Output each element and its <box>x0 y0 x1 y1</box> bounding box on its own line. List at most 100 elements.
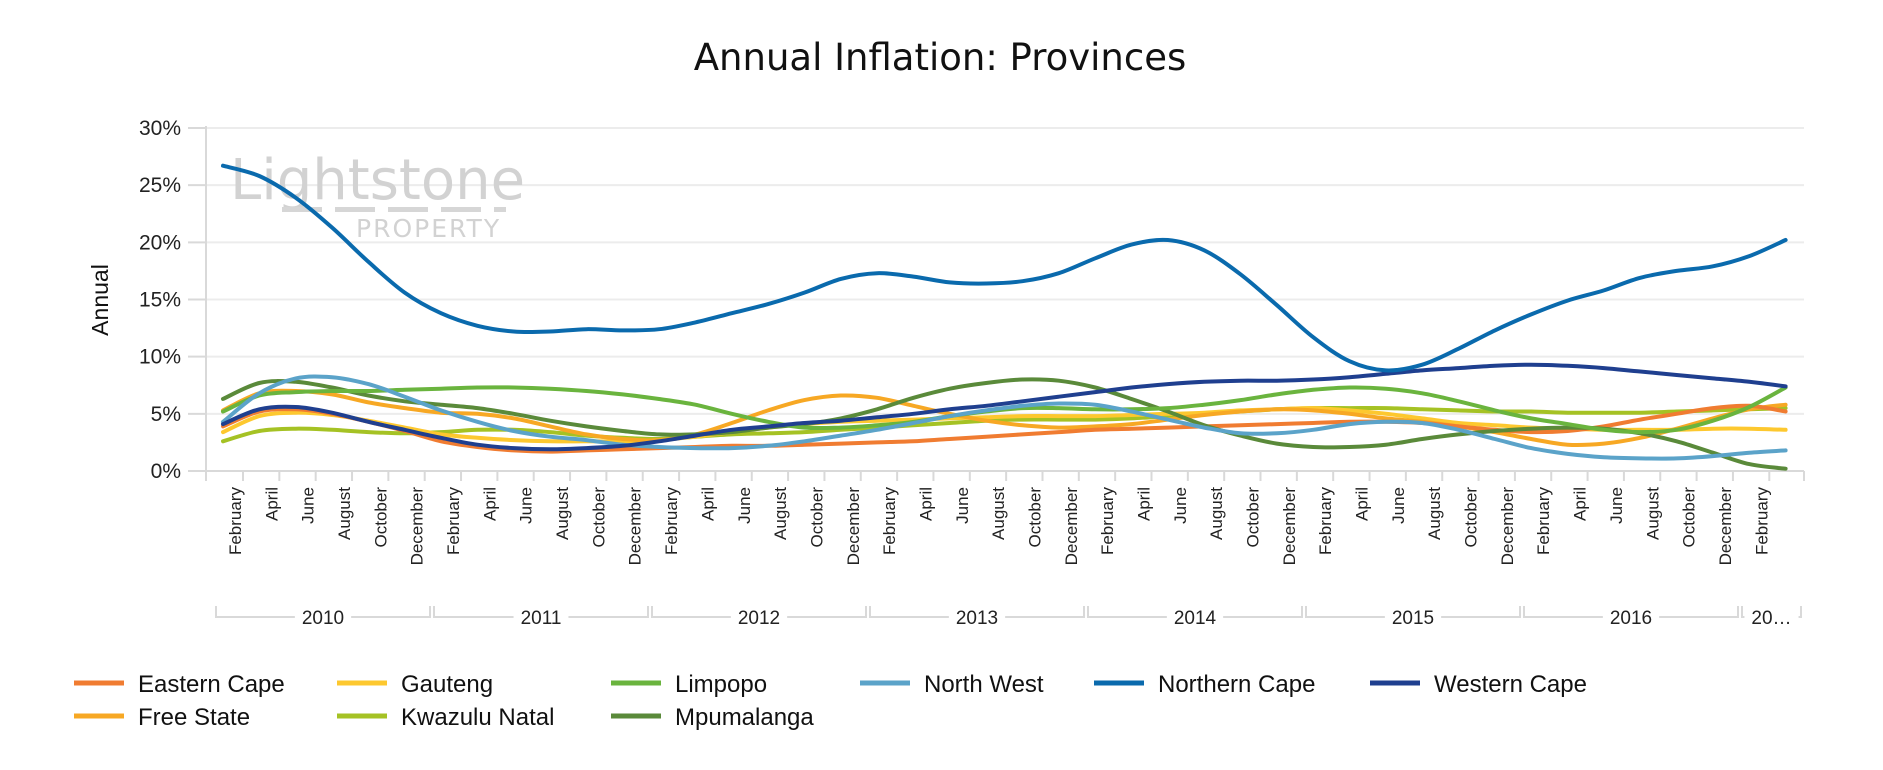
year-label: 2013 <box>956 608 998 629</box>
legend-item-mpumalanga[interactable]: Mpumalanga <box>611 704 814 731</box>
x-tick-label: December <box>626 487 645 566</box>
legend-label: Eastern Cape <box>138 671 285 698</box>
x-tick-label: August <box>1643 487 1662 540</box>
legend-item-free-state[interactable]: Free State <box>74 704 250 731</box>
x-tick-label: April <box>1353 487 1372 521</box>
x-tick-label: February <box>1316 487 1335 556</box>
legend-label: Northern Cape <box>1158 671 1315 698</box>
y-tick-label: 10% <box>139 346 181 369</box>
series-line-northern-cape[interactable] <box>221 163 1788 373</box>
x-tick-label: June <box>1607 487 1626 524</box>
year-bracket: 2012 <box>651 606 867 629</box>
series-line-north-west[interactable] <box>221 374 1788 461</box>
year-bracket: 2016 <box>1523 606 1739 629</box>
x-tick-label: October <box>1025 487 1044 548</box>
legend-label: Mpumalanga <box>675 704 814 731</box>
x-axis: February April June August October December Fe… <box>206 470 1805 566</box>
x-tick-label: February <box>1534 487 1553 556</box>
series-lines <box>221 163 1788 471</box>
legend-item-limpopo[interactable]: Limpopo <box>611 671 767 698</box>
x-tick-label: February <box>880 487 899 556</box>
x-tick-label: October <box>371 487 390 548</box>
y-axis-title: Annual <box>87 264 113 336</box>
x-tick-label: December <box>844 487 863 566</box>
x-tick-label: February <box>1752 487 1771 556</box>
x-tick-label: August <box>1207 487 1226 540</box>
year-label: 2012 <box>738 608 780 629</box>
x-tick-label: June <box>1389 487 1408 524</box>
x-tick-label: August <box>335 487 354 540</box>
y-tick-label: 30% <box>139 117 181 140</box>
legend-item-northern-cape[interactable]: Northern Cape <box>1094 671 1315 698</box>
legend-label: Western Cape <box>1434 671 1587 698</box>
x-tick-label: August <box>1425 487 1444 540</box>
x-tick-label: April <box>1135 487 1154 521</box>
x-tick-label: April <box>916 487 935 521</box>
legend-label: Kwazulu Natal <box>401 704 554 731</box>
legend-item-north-west[interactable]: North West <box>860 671 1044 698</box>
x-tick-label: June <box>735 487 754 524</box>
x-tick-label: February <box>444 487 463 556</box>
watermark-main: Lightstone <box>230 148 525 213</box>
legend-label: Gauteng <box>401 671 493 698</box>
x-tick-label: December <box>1280 487 1299 566</box>
chart-title: Annual Inflation: Provinces <box>694 36 1187 79</box>
year-label: 2015 <box>1392 608 1434 629</box>
x-tick-label: April <box>262 487 281 521</box>
x-tick-label: October <box>1680 487 1699 548</box>
year-bracket: 2013 <box>869 606 1085 629</box>
y-axis-ticks: 0% 5% 10% 15% 20% 25% 30% <box>139 117 207 483</box>
legend-label: Free State <box>138 704 250 731</box>
y-tick-label: 15% <box>139 289 181 312</box>
legend-label: Limpopo <box>675 671 767 698</box>
x-tick-label: December <box>1062 487 1081 566</box>
x-tick-label: October <box>807 487 826 548</box>
x-tick-label: February <box>226 487 245 556</box>
year-label: 2010 <box>302 608 344 629</box>
legend: Eastern Cape Gauteng Limpopo North West Nort… <box>74 671 1587 731</box>
x-tick-label: December <box>408 487 427 566</box>
watermark-dashes <box>282 207 506 212</box>
x-tick-label: June <box>1171 487 1190 524</box>
x-tick-label: February <box>662 487 681 556</box>
year-bracket: 20… <box>1741 606 1802 629</box>
x-tick-label: October <box>1244 487 1263 548</box>
series-line-kwazulu-natal[interactable] <box>221 406 1788 444</box>
series-line-mpumalanga[interactable] <box>221 377 1788 471</box>
series-line-western-cape[interactable] <box>221 362 1788 452</box>
legend-item-kwazulu-natal[interactable]: Kwazulu Natal <box>337 704 554 731</box>
x-tick-label: August <box>553 487 572 540</box>
x-tick-label: April <box>698 487 717 521</box>
x-tick-label: June <box>953 487 972 524</box>
legend-item-western-cape[interactable]: Western Cape <box>1370 671 1587 698</box>
x-tick-label: August <box>989 487 1008 540</box>
legend-item-eastern-cape[interactable]: Eastern Cape <box>74 671 285 698</box>
legend-label: North West <box>924 671 1044 698</box>
watermark-sub: PROPERTY <box>356 214 501 243</box>
series-line-free-state[interactable] <box>221 388 1788 448</box>
x-tick-label: August <box>771 487 790 540</box>
year-label: 2011 <box>521 608 562 629</box>
y-tick-label: 20% <box>139 231 181 254</box>
year-label: 2016 <box>1610 608 1652 629</box>
x-axis-years: 2010 2011 2012 2013 2014 2015 2016 20… <box>215 606 1802 629</box>
x-tick-label: October <box>1462 487 1481 548</box>
y-tick-label: 5% <box>151 403 181 426</box>
year-bracket: 2011 <box>433 606 649 629</box>
x-tick-label: December <box>1498 487 1517 566</box>
x-tick-label: June <box>299 487 318 524</box>
x-tick-label: June <box>517 487 536 524</box>
series-line-eastern-cape[interactable] <box>221 403 1788 454</box>
x-tick-label: April <box>1571 487 1590 521</box>
legend-item-gauteng[interactable]: Gauteng <box>337 671 493 698</box>
x-tick-label: April <box>480 487 499 521</box>
year-bracket: 2010 <box>215 606 431 629</box>
x-tick-label: December <box>1716 487 1735 566</box>
year-label: 20… <box>1751 608 1791 629</box>
year-bracket: 2015 <box>1305 606 1521 629</box>
year-bracket: 2014 <box>1087 606 1303 629</box>
y-tick-label: 25% <box>139 174 181 197</box>
y-tick-label: 0% <box>151 460 181 483</box>
year-label: 2014 <box>1174 608 1217 629</box>
